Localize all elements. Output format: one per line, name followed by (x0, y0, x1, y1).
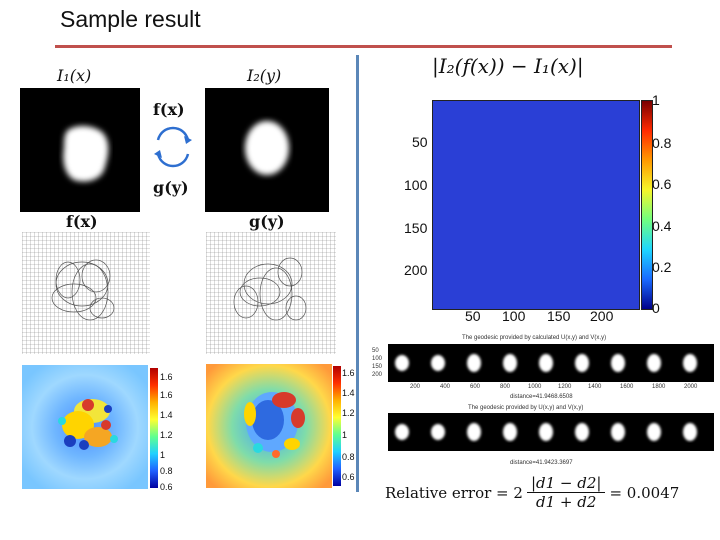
strip1-xaxis: 200 400 600 800 1000 1200 1400 1600 1800… (388, 384, 714, 394)
colorbar-g (333, 366, 341, 486)
colorbar-f-ticks: 1.6 1.6 1.4 1.2 1 0.8 0.6 (160, 368, 190, 492)
x-tick: 200 (590, 308, 614, 324)
difference-colorbar (641, 100, 653, 310)
cb1-tick: 1.4 (160, 410, 173, 420)
slide-title: Sample result (60, 6, 201, 32)
jacobian-map-f (22, 365, 148, 489)
cb1-tick: 1.2 (160, 430, 173, 440)
formula-fraction: |d1 − d2| d1 + d2 (526, 474, 606, 511)
formula-prefix: Relative error = 2 (385, 483, 523, 502)
strip1-ytick: 100 (372, 356, 383, 362)
colorbar-f (150, 368, 158, 488)
strip1-xtick: 1800 (652, 384, 666, 390)
y-tick: 150 (404, 220, 428, 236)
cb2-tick: 1.4 (342, 388, 355, 398)
colorbar-g-ticks: 1.6 1.4 1.2 1 0.8 0.6 (342, 366, 356, 490)
strip1-yaxis: 50 100 150 200 (372, 344, 388, 384)
strip1-blobs (395, 354, 697, 372)
y-tick: 200 (404, 262, 428, 278)
formula-table: Relative error = 2 |d1 − d2| d1 + d2 = 0… (385, 474, 679, 511)
image-i1 (20, 88, 140, 212)
arrow-bottom-label: g(y) (153, 178, 189, 197)
cb1-tick: 1.6 (160, 390, 173, 400)
cb2-tick: 1 (342, 430, 348, 440)
image-i1-blob (63, 126, 109, 182)
cb1-tick: 1.6 (160, 372, 173, 382)
image-i2 (205, 88, 329, 212)
difference-label: |I₂(f(x)) − I₁(x)| (432, 54, 584, 78)
cb1-tick: 0.8 (160, 466, 173, 476)
strip1-xtick: 800 (500, 384, 511, 390)
x-tick: 150 (547, 308, 571, 324)
strip2-blobs (395, 423, 697, 441)
cb-tick: 0.4 (652, 218, 672, 234)
i1-label: I₁(x) (57, 66, 92, 85)
formula-result: = 0.0047 (609, 483, 680, 502)
strip1-xtick: 400 (440, 384, 451, 390)
geodesic-strip-1 (388, 344, 714, 382)
cb-tick: 0.6 (652, 176, 672, 192)
strip1-xtick: 1600 (620, 384, 634, 390)
cb-tick: 0.8 (652, 135, 672, 151)
strip1-xtick: 1000 (528, 384, 542, 390)
cb2-tick: 1.6 (342, 368, 355, 378)
formula-denominator: d1 + d2 (535, 493, 597, 511)
y-tick: 100 (404, 177, 428, 193)
strip1-xtick: 1400 (588, 384, 602, 390)
geodesic-strip-2 (388, 413, 714, 451)
y-tick: 50 (412, 134, 428, 150)
cb1-tick: 0.6 (160, 482, 173, 492)
cb-tick: 1 (652, 92, 660, 108)
deformation-grid-f (22, 232, 150, 354)
strip1-xtick: 200 (410, 384, 421, 390)
cb2-tick: 1.2 (342, 408, 355, 418)
relative-error-formula: Relative error = 2 |d1 − d2| d1 + d2 = 0… (385, 474, 679, 511)
strip1-xtick: 2000 (684, 384, 698, 390)
image-i2-blob (245, 121, 289, 175)
grid-f-label: f(x) (66, 212, 98, 231)
jacobian-map-g (206, 364, 332, 488)
strip1-ytick: 200 (372, 372, 383, 378)
difference-map (432, 100, 640, 310)
cb1-tick: 1 (160, 450, 166, 460)
strip1-xtick: 1200 (558, 384, 572, 390)
deformation-grid-g (206, 232, 336, 354)
arrow-top-label: f(x) (153, 100, 185, 119)
strip1-ytick: 150 (372, 364, 383, 370)
grid-g-label: g(y) (249, 212, 285, 231)
cb-tick: 0 (652, 300, 660, 316)
formula-numerator: |d1 − d2| (526, 474, 606, 493)
cb2-tick: 0.6 (342, 472, 355, 482)
strip2-caption: The geodesic provided by U(x,y) and V(x,… (468, 405, 584, 411)
strip2-distance: distance=41.9423.3697 (510, 460, 573, 466)
cb2-tick: 0.8 (342, 452, 355, 462)
x-tick: 100 (502, 308, 526, 324)
x-tick: 50 (465, 308, 481, 324)
strip1-distance: distance=41.9468.6508 (510, 394, 573, 400)
column-divider (356, 55, 359, 492)
strip1-ytick: 50 (372, 348, 379, 354)
cb-tick: 0.2 (652, 259, 672, 275)
i2-label: I₂(y) (247, 66, 282, 85)
strip1-xtick: 600 (470, 384, 481, 390)
title-underline (55, 45, 672, 48)
strip1-caption: The geodesic provided by calculated U(x,… (462, 335, 607, 341)
cycle-arrows-icon (154, 126, 192, 168)
